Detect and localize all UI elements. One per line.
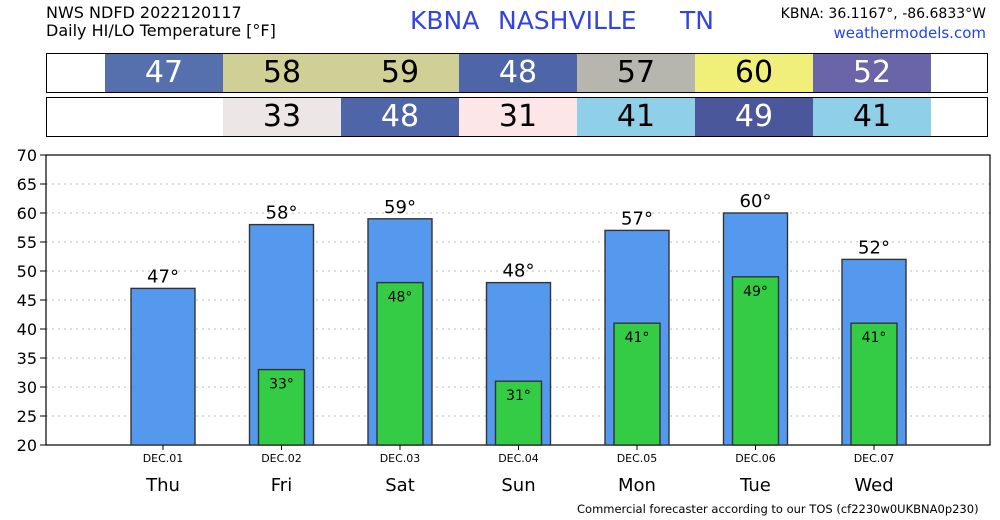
lo-strip-cell-3: 31	[459, 98, 577, 136]
footer-note: Commercial forecaster according to our T…	[577, 502, 979, 516]
lo-strip-cell-6: 41	[813, 98, 931, 136]
y-tick-label: 25	[17, 407, 37, 426]
low-temp-strip: 33 48 31 41 49 41	[46, 97, 988, 137]
lo-strip-cell-0	[105, 98, 223, 136]
low-temp-label: 48°	[388, 290, 413, 306]
low-temp-label: 41°	[862, 330, 887, 346]
lo-strip-cell-5: 49	[695, 98, 813, 136]
lo-strip-cell-2: 48	[341, 98, 459, 136]
hi-strip-cell-6: 52	[813, 54, 931, 92]
high-temp-label: 57°	[621, 208, 653, 229]
low-temp-bar	[731, 276, 780, 446]
x-date-label: DEC.07	[854, 452, 895, 465]
chart-title: NWS NDFD 2022120117	[46, 3, 242, 22]
station-coordinates: KBNA: 36.1167°, -86.6833°W	[780, 6, 986, 22]
y-tick-label: 30	[17, 378, 37, 397]
hi-strip-cell-4: 57	[577, 54, 695, 92]
lo-strip-cell-4: 41	[577, 98, 695, 136]
hi-strip-cell-2: 59	[341, 54, 459, 92]
x-date-label: DEC.02	[261, 452, 302, 465]
low-temp-label: 33°	[269, 377, 294, 393]
y-tick-label: 65	[17, 175, 37, 194]
hi-strip-cell-5: 60	[695, 54, 813, 92]
low-temp-bar	[494, 380, 543, 446]
station-id: KBNA	[410, 6, 480, 35]
x-day-label: Wed	[854, 475, 893, 496]
x-day-label: Sun	[501, 475, 535, 496]
x-date-label: DEC.06	[735, 452, 776, 465]
high-temp-label: 48°	[503, 261, 535, 282]
temperature-chart: 20 25 30 35 40 45 50 55 60 65 70 47° DEC.01 Thu 58° 33°…	[17, 146, 991, 496]
hi-strip-cell-0: 47	[105, 54, 223, 92]
y-tick-label: 60	[17, 204, 37, 223]
x-day-label: Mon	[618, 475, 656, 496]
site-link[interactable]: weathermodels.com	[833, 24, 986, 42]
low-temp-label: 41°	[625, 330, 650, 346]
y-tick-label: 55	[17, 233, 37, 252]
low-temp-bar	[376, 281, 424, 446]
y-tick-label: 50	[17, 262, 37, 281]
x-day-label: Sat	[385, 475, 415, 496]
hi-strip-cell-1: 58	[223, 54, 341, 92]
chart-subtitle: Daily HI/LO Temperature [°F]	[46, 21, 276, 40]
high-temp-strip: 47 58 59 48 57 60 52	[46, 53, 988, 93]
high-temp-label: 58°	[266, 203, 298, 224]
lo-strip-cell-1: 33	[223, 98, 341, 136]
y-tick-label: 40	[17, 320, 37, 339]
hi-strip-cell-3: 48	[459, 54, 577, 92]
low-temp-bar	[613, 322, 661, 446]
y-tick-label: 35	[17, 349, 37, 368]
high-temp-label: 47°	[147, 266, 179, 287]
city-name: NASHVILLE	[498, 6, 637, 35]
x-day-label: Thu	[145, 475, 180, 496]
y-tick-label: 20	[17, 436, 37, 455]
x-date-label: DEC.01	[143, 452, 184, 465]
high-temp-bar	[130, 287, 196, 446]
high-temp-label: 60°	[740, 191, 772, 212]
x-day-label: Fri	[271, 475, 292, 496]
low-temp-label: 49°	[743, 284, 768, 300]
x-date-label: DEC.05	[617, 452, 658, 465]
x-day-label: Tue	[739, 475, 771, 496]
x-date-label: DEC.04	[498, 452, 539, 465]
state-code: TN	[680, 6, 714, 35]
y-tick-label: 45	[17, 291, 37, 310]
y-tick-label: 70	[17, 146, 37, 165]
high-temp-label: 52°	[858, 237, 890, 258]
low-temp-bar	[257, 368, 306, 446]
high-temp-label: 59°	[384, 197, 416, 218]
x-date-label: DEC.03	[380, 452, 421, 465]
low-temp-label: 31°	[506, 388, 531, 404]
